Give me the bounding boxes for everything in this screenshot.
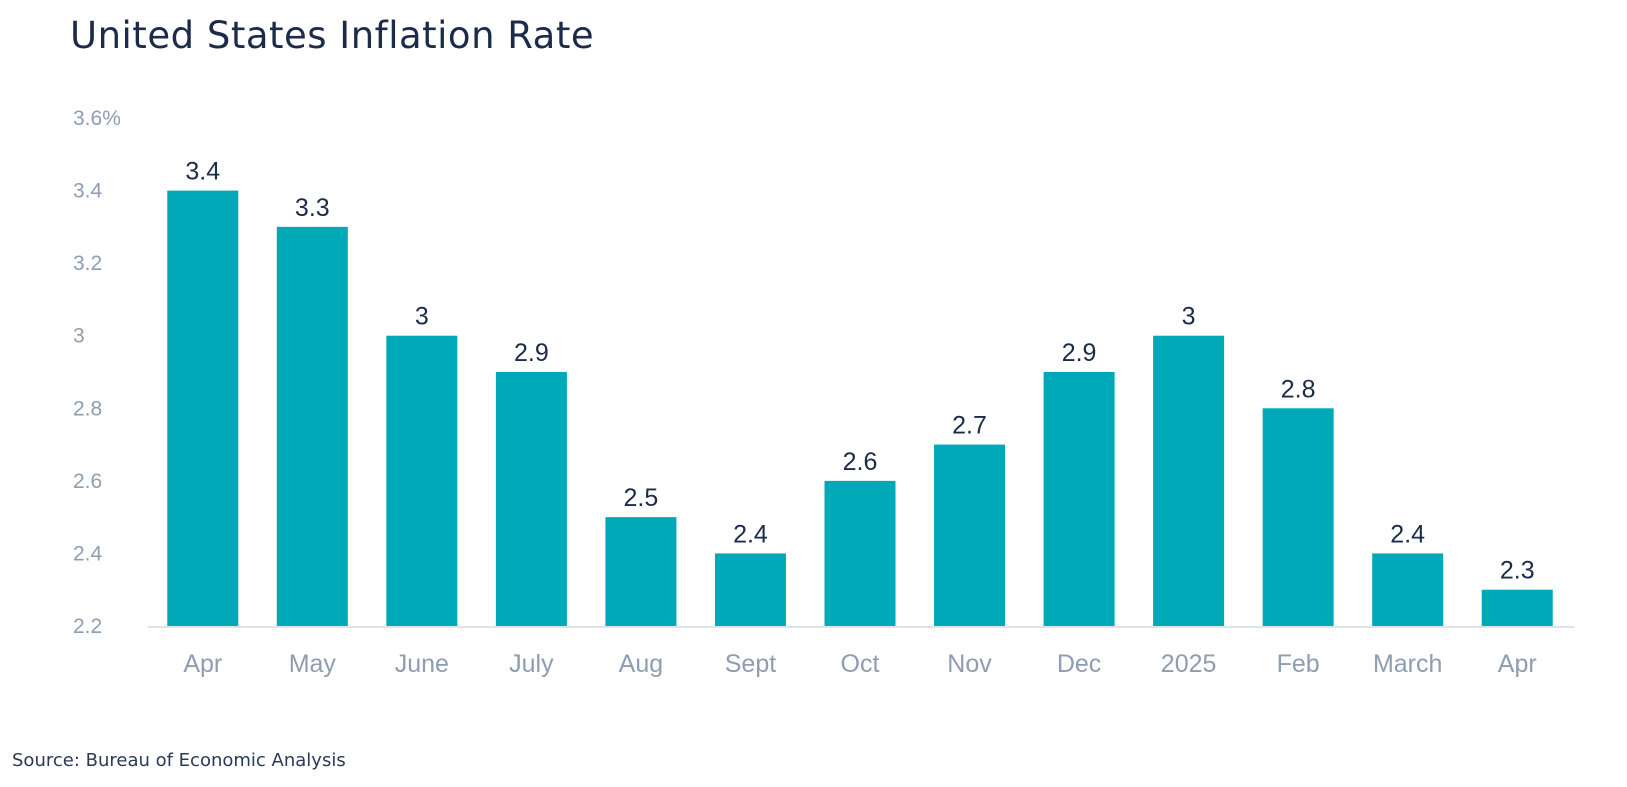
data-label: 2.5 bbox=[624, 484, 659, 512]
bar bbox=[714, 553, 786, 626]
x-tick-label: Apr bbox=[183, 650, 222, 678]
x-tick-label: June bbox=[395, 650, 449, 678]
chart-title: United States Inflation Rate bbox=[70, 14, 595, 57]
data-label: 2.7 bbox=[952, 412, 987, 440]
y-tick-label: 3 bbox=[73, 325, 85, 348]
y-tick-label: 3.4 bbox=[73, 180, 103, 203]
y-tick-label: 2.6 bbox=[73, 470, 102, 493]
x-tick-label: May bbox=[289, 650, 337, 678]
bar bbox=[1481, 589, 1553, 626]
x-tick-label: March bbox=[1373, 650, 1442, 678]
data-label: 2.4 bbox=[1390, 520, 1425, 548]
x-tick-label: Oct bbox=[841, 650, 880, 678]
data-label: 2.6 bbox=[843, 448, 878, 476]
y-tick-label: 2.2 bbox=[73, 615, 102, 638]
bar-chart: 2.2 2.4 2.6 2.8 3 3.2 3.4 3.6% 3.4 3.3 3 2.9 2.5 2.4… bbox=[73, 107, 1574, 678]
bar bbox=[824, 480, 896, 626]
bar bbox=[934, 444, 1006, 626]
y-tick-label: 2.4 bbox=[73, 542, 103, 565]
x-axis: Apr May June July Aug Sept Oct Nov Dec 2025 Feb Mar… bbox=[148, 626, 1574, 678]
x-tick-label: Feb bbox=[1277, 650, 1320, 678]
bar bbox=[276, 226, 348, 626]
x-tick-label: 2025 bbox=[1161, 650, 1217, 678]
y-tick-label: 3.6% bbox=[73, 107, 121, 130]
bar bbox=[1043, 372, 1115, 626]
x-tick-label: Nov bbox=[947, 650, 992, 678]
data-label: 3 bbox=[1182, 303, 1196, 331]
y-tick-label: 3.2 bbox=[73, 252, 102, 275]
data-label: 3 bbox=[415, 303, 429, 331]
data-label: 2.3 bbox=[1500, 557, 1535, 585]
data-label: 2.4 bbox=[733, 520, 768, 548]
bar bbox=[1153, 335, 1225, 626]
bar bbox=[605, 517, 677, 626]
x-tick-label: Aug bbox=[619, 650, 663, 678]
data-label: 3.3 bbox=[295, 194, 330, 222]
bar bbox=[1262, 408, 1334, 626]
data-label: 3.4 bbox=[185, 158, 220, 186]
x-tick-label: Apr bbox=[1498, 650, 1537, 678]
bars bbox=[167, 190, 1553, 627]
bar bbox=[386, 335, 458, 626]
x-tick-label: Sept bbox=[725, 650, 776, 678]
bar bbox=[1372, 553, 1444, 626]
x-tick-label: July bbox=[509, 650, 554, 678]
data-label: 2.8 bbox=[1281, 375, 1316, 403]
y-tick-label: 2.8 bbox=[73, 397, 102, 420]
bar bbox=[167, 190, 239, 627]
data-label: 2.9 bbox=[1062, 339, 1097, 367]
y-axis: 2.2 2.4 2.6 2.8 3 3.2 3.4 3.6% bbox=[73, 107, 121, 638]
data-labels: 3.4 3.3 3 2.9 2.5 2.4 2.6 2.7 2.9 3 2.8 2.4 2.3 bbox=[185, 158, 1534, 585]
bar bbox=[495, 372, 567, 626]
source-note: Source: Bureau of Economic Analysis bbox=[12, 750, 346, 771]
x-tick-label: Dec bbox=[1057, 650, 1101, 678]
data-label: 2.9 bbox=[514, 339, 549, 367]
